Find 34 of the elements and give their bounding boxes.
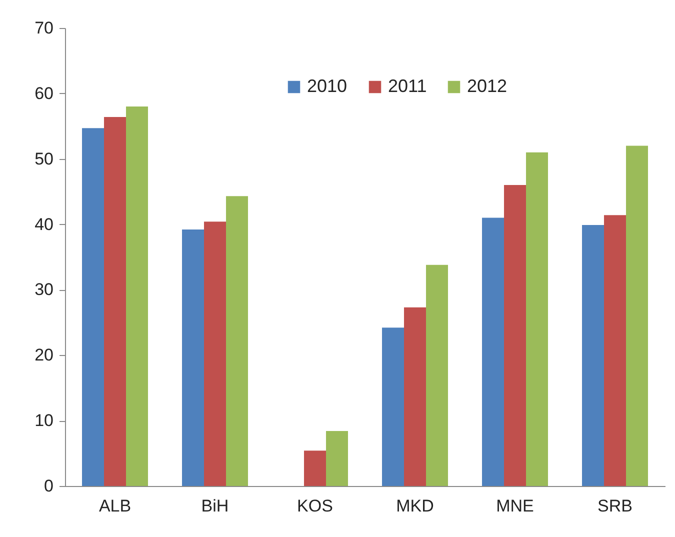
bar [104,116,126,486]
bar [326,431,348,486]
bar [126,106,148,486]
bar [304,450,326,486]
legend-label: 2011 [388,76,427,96]
bar [604,215,626,486]
x-tick-label: SRB [598,496,632,516]
x-tick-label: KOS [297,496,333,516]
x-tick-label: ALB [98,496,132,516]
bar [226,196,248,486]
bar [626,146,648,486]
bar [526,152,548,486]
bar [404,307,426,486]
bar [82,128,104,486]
bar [382,328,404,486]
legend-label: 2010 [307,76,348,96]
bar [504,185,526,486]
x-tick-label: BiH [201,496,229,516]
legend-label: 2012 [467,76,508,96]
bar [482,218,504,486]
bar [582,224,604,486]
y-tick-label: 40 [34,214,54,234]
x-tick-label: MKD [396,496,434,516]
x-tick-label: MNE [496,496,534,516]
bar [426,264,448,486]
y-tick-label: 20 [34,346,54,365]
bar [182,230,204,486]
bar [204,222,226,486]
y-tick-label: 30 [34,280,54,300]
y-tick-label: 50 [34,149,54,168]
y-tick-label: 0 [44,476,54,496]
y-tick-label: 70 [34,18,54,38]
y-tick-label: 10 [34,411,54,430]
y-tick-label: 60 [34,84,54,103]
